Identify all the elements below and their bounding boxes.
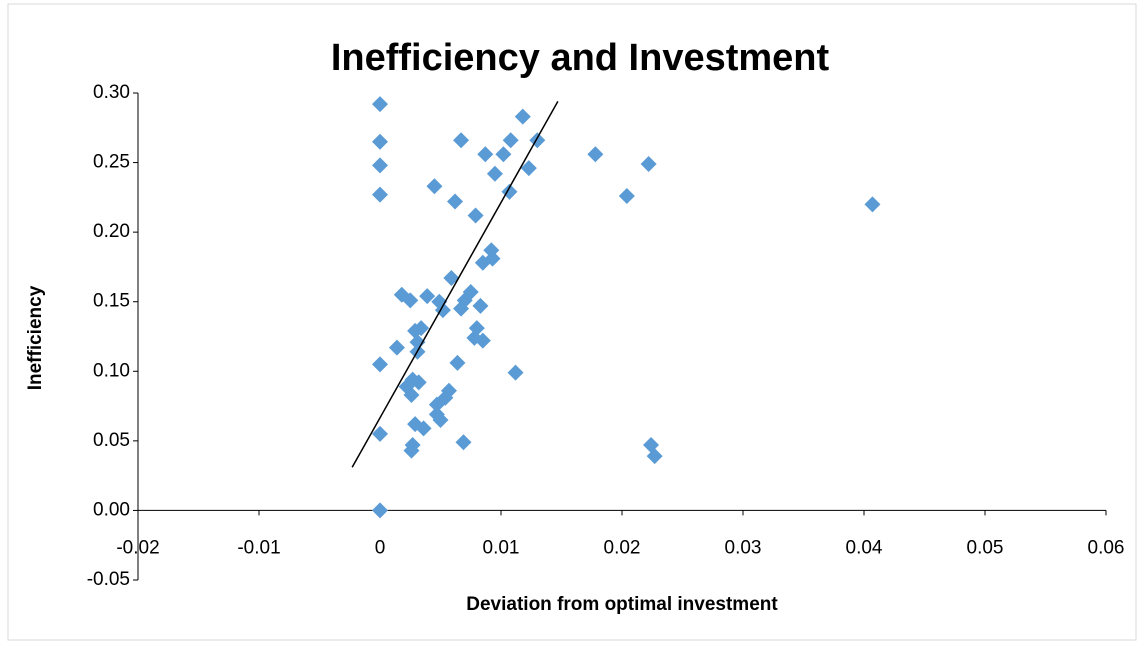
point	[443, 270, 460, 287]
point	[587, 146, 604, 163]
point	[432, 411, 449, 428]
point	[477, 146, 494, 163]
point	[402, 292, 419, 309]
chart-frame	[7, 3, 1137, 641]
point	[495, 146, 512, 163]
point	[502, 132, 519, 149]
x-tick-label: 0.06	[1088, 537, 1125, 558]
y-tick-label: 0.15	[93, 291, 130, 312]
x-tick-label: 0.01	[483, 537, 520, 558]
point	[372, 133, 388, 150]
point	[520, 160, 537, 177]
point	[453, 132, 470, 149]
x-tick-label: 0.03	[725, 537, 762, 558]
point	[372, 186, 388, 203]
y-tick-label: 0.05	[93, 430, 130, 451]
point	[864, 196, 881, 213]
point	[372, 425, 388, 442]
x-tick-label: 0.04	[846, 537, 883, 558]
x-tick-label: 0.02	[604, 537, 641, 558]
point	[419, 288, 436, 305]
point	[413, 320, 430, 337]
y-tick-label: 0.10	[93, 360, 130, 381]
point	[372, 96, 388, 113]
point	[455, 434, 472, 451]
x-axis-label: Deviation from optimal investment	[466, 594, 778, 615]
y-axis-label: Inefficiency	[25, 285, 46, 390]
point	[409, 334, 426, 351]
x-tick-label: 0.05	[967, 537, 1004, 558]
point	[372, 157, 388, 174]
y-tick-label: -0.05	[87, 569, 130, 590]
point	[618, 187, 635, 204]
point	[514, 108, 531, 125]
trendline	[351, 100, 559, 468]
point	[449, 354, 466, 371]
point	[403, 386, 420, 403]
x-tick-label: -0.02	[116, 537, 159, 558]
y-tick-label: 0.20	[93, 221, 130, 242]
y-tick-label: 0.25	[93, 152, 130, 173]
point	[472, 297, 489, 314]
point	[410, 374, 427, 391]
point	[426, 178, 443, 195]
y-tick-label: 0.30	[93, 82, 130, 103]
point	[486, 165, 503, 182]
point	[372, 502, 388, 519]
y-tick-label: 0.00	[93, 499, 130, 520]
point	[428, 396, 445, 413]
point	[646, 448, 663, 465]
point	[447, 193, 464, 210]
chart-title: Inefficiency and Investment	[331, 37, 830, 79]
x-tick-label: -0.01	[237, 537, 280, 558]
point	[415, 420, 432, 437]
point	[474, 254, 491, 271]
point	[507, 364, 524, 381]
point	[388, 339, 405, 356]
point	[467, 207, 484, 224]
x-tick-label: 0	[375, 537, 386, 558]
point	[403, 442, 420, 459]
point	[640, 155, 657, 172]
point	[453, 300, 470, 317]
point	[372, 356, 388, 373]
point	[474, 332, 491, 349]
